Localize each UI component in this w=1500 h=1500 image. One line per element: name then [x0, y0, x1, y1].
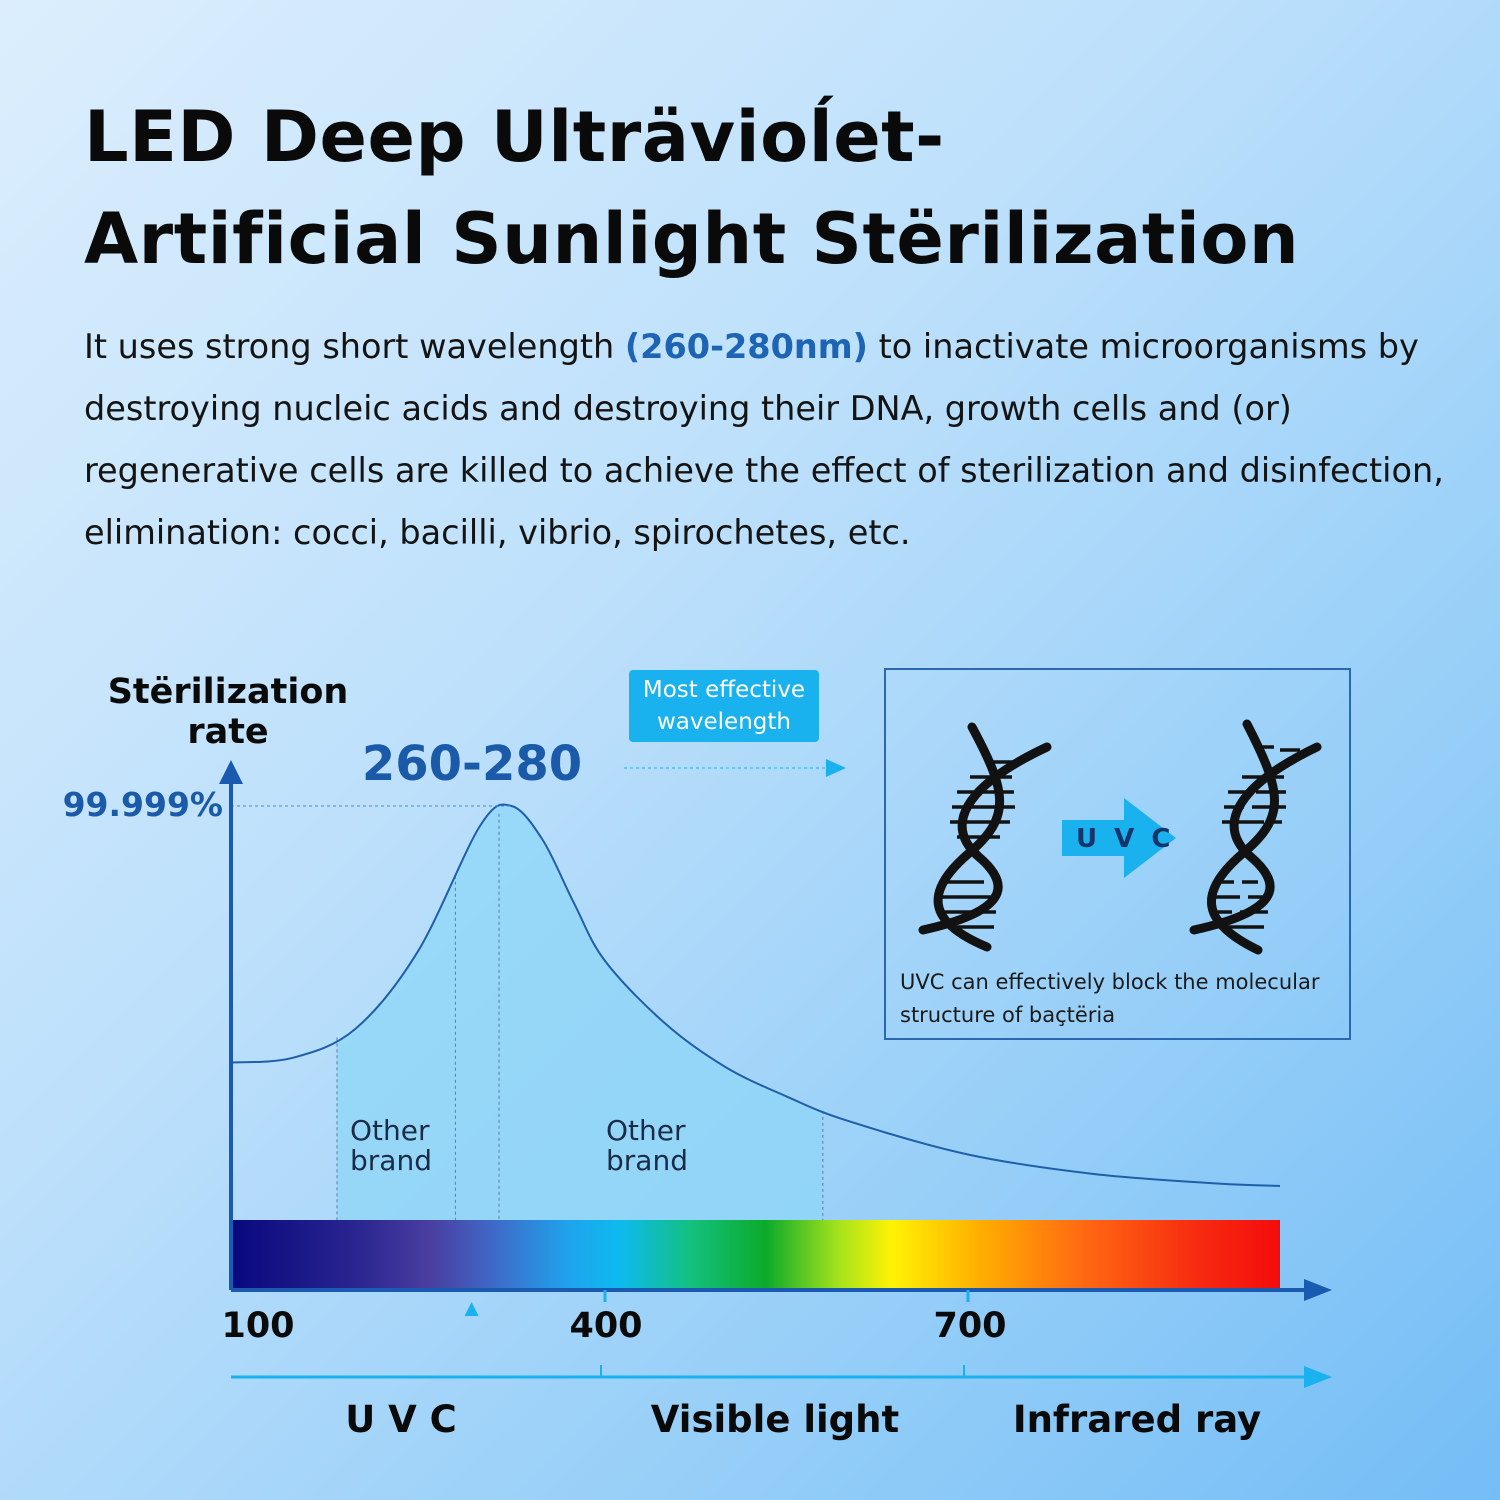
callout-arrow-icon: [826, 759, 846, 777]
other-brand-label-2: Other brand: [606, 1114, 688, 1177]
mark-layer: [464, 759, 846, 1316]
dna-illustration: U V C: [918, 719, 1322, 955]
sterilization-curve: [230, 803, 1281, 1187]
brand-fill-layer: [231, 804, 1280, 1290]
description-text-2: to inactivate microorganisms by destroyi…: [84, 327, 1444, 552]
title-line-1: LED Deep Ulträvioĺet-: [84, 96, 945, 178]
description: It uses strong short wavelength (260-280…: [84, 316, 1464, 564]
title-line-2: Artificial Sunlight Stërilization: [84, 198, 1300, 280]
page-title: LED Deep Ulträvioĺet- Artificial Sunligh…: [84, 86, 1444, 290]
uvc-arrow-label: U V C: [1076, 824, 1174, 854]
most-effective-badge: Most effective wavelength: [629, 670, 819, 742]
description-highlight: (260-280nm): [624, 327, 868, 366]
brand-area: [336, 804, 823, 1220]
y-peak-label: 99.999%: [62, 785, 223, 824]
description-text-1: It uses strong short wavelength: [84, 327, 625, 366]
x-axis-arrow: [1304, 1279, 1332, 1301]
dna-intact-icon: [918, 722, 1052, 952]
dna-broken-icon: [1189, 719, 1322, 955]
curve-layer: [230, 803, 1281, 1220]
spectrum-bar: [231, 1220, 1280, 1290]
band-label-infrared: Infrared ray: [1012, 1398, 1262, 1441]
axis-layer: [219, 760, 1332, 1388]
band-label-uvc: U V C: [345, 1398, 457, 1441]
other-brand-label-1: Other brand: [350, 1114, 432, 1177]
y-axis-label: Stërilization rate: [107, 672, 349, 752]
peak-marker-icon: [464, 1302, 479, 1316]
uvc-arrow: [1062, 798, 1176, 878]
x-tick-label: 100: [221, 1306, 295, 1346]
peak-wavelength-label: 260-280: [361, 736, 583, 792]
band-axis-arrow: [1304, 1366, 1332, 1388]
x-tick-label: 700: [933, 1306, 1007, 1346]
x-tick-label: 400: [569, 1306, 643, 1346]
y-axis-arrow: [219, 760, 243, 784]
dna-caption: UVC can effectively block the molecular …: [900, 970, 1320, 1027]
band-label-visible: Visible light: [650, 1398, 900, 1441]
dna-panel: U V C UVC can effectively block the mole…: [884, 668, 1351, 1040]
